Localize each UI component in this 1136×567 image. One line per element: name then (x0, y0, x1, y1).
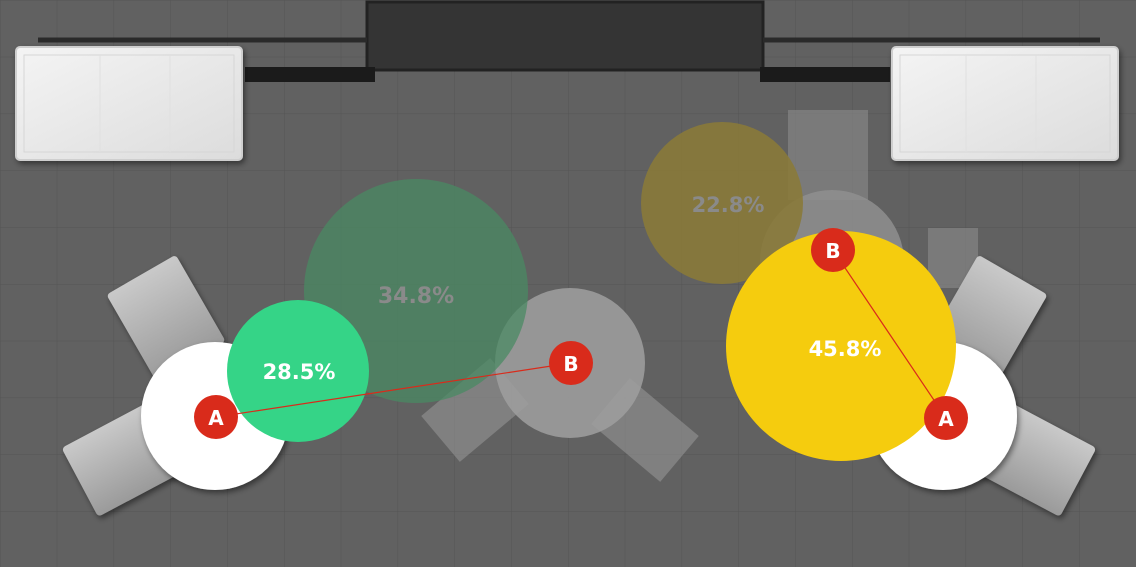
top-stage (38, 0, 1100, 82)
bubble-right-ghost-label: 22.8% (692, 193, 765, 217)
sofa-top-right (891, 46, 1119, 161)
marker-right-b-label: B (825, 239, 840, 263)
marker-left-a[interactable]: A (194, 395, 238, 439)
bubble-right-ghost: 22.8% (641, 122, 803, 284)
bubble-left-current-circle (227, 300, 369, 442)
bubble-left-current-label: 28.5% (263, 360, 336, 384)
bubble-right-current: 45.8% (726, 231, 956, 461)
connector-left-a-b (215, 362, 572, 418)
bubble-left-ghost-label: 34.8% (378, 284, 454, 309)
marker-right-a[interactable]: A (924, 396, 968, 440)
sofa-top-left (15, 46, 243, 161)
marker-left-a-label: A (208, 406, 224, 430)
marker-right-a-label: A (938, 407, 954, 431)
connector-right-a-b (832, 249, 947, 419)
bubble-right-current-label: 45.8% (809, 337, 882, 361)
marker-right-b[interactable]: B (811, 228, 855, 272)
marker-left-b[interactable]: B (549, 341, 593, 385)
marker-left-b-label: B (563, 352, 578, 376)
bubble-left-current: 28.5% (227, 300, 369, 442)
bubble-right-current-circle (726, 231, 956, 461)
bubble-right-ghost-circle (641, 122, 803, 284)
